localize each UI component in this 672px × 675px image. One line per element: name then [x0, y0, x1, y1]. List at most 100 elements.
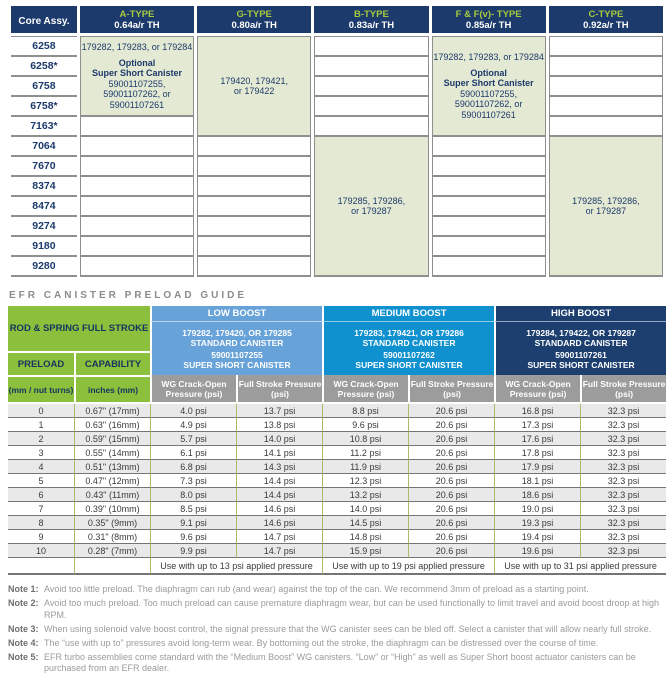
preload-data-row: 4 0.51" (13mm) 6.8 psi 14.3 psi 11.9 psi 20.6… [8, 460, 667, 474]
empty-cell [431, 177, 546, 197]
core-assy-header: Core Assy. [11, 6, 77, 36]
cell-med-fs: 20.6 psi [408, 530, 495, 544]
empty-cell [197, 137, 312, 157]
medium-boost-canister-info: 179283, 179421, OR 179286 STANDARD CANIS… [322, 321, 495, 375]
col-header-g-type: G-TYPE 0.80a/r TH [197, 6, 312, 36]
cell-low-fs: 14.4 psi [236, 488, 323, 502]
ar-label: 0.85a/r TH [465, 19, 512, 31]
note-text: EFR turbo assemblies come standard with … [44, 651, 636, 674]
core-assy-label: 6758 [11, 77, 77, 97]
cell-low-wg: 9.6 psi [150, 530, 237, 544]
core-assy-label: 8374 [11, 177, 77, 197]
cell-high-fs: 32.3 psi [580, 530, 667, 544]
cell-med-fs: 20.6 psi [408, 404, 495, 418]
high-boost-footer: Use with up to 31 psi applied pressure [494, 558, 667, 575]
cell-high-wg: 19.0 psi [494, 502, 581, 516]
core-assy-label: 6258 [11, 36, 77, 57]
note-text: The “use with up to” pressures avoid lon… [44, 637, 599, 648]
empty-cell [79, 157, 195, 177]
empty-cell [197, 217, 312, 237]
preload-header: PRELOAD [8, 351, 74, 375]
type-label: F & F(v)- TYPE [455, 8, 522, 20]
core-assy-label: 9274 [11, 217, 77, 237]
preload-unit-header: (mm / nut turns) [8, 375, 74, 404]
cell-low-fs: 14.7 psi [236, 530, 323, 544]
empty-cell [548, 57, 663, 77]
core-assy-label: 6758* [11, 97, 77, 117]
cell-preload: 0 [8, 404, 74, 418]
medium-boost-header: MEDIUM BOOST [322, 306, 495, 321]
cell-high-wg: 19.6 psi [494, 544, 581, 558]
low-boost-footer: Use with up to 13 psi applied pressure [150, 558, 323, 575]
core-table-header-row: Core Assy. A-TYPE 0.64a/r TH G-TYPE 0.80… [11, 6, 663, 36]
capability-unit-header: inches (mm) [74, 375, 151, 404]
preload-data-row: 7 0.39" (10mm) 8.5 psi 14.6 psi 14.0 psi 20.6… [8, 502, 667, 516]
high-wg-crack-open-header: WG Crack-Open Pressure (psi) [494, 375, 581, 404]
empty-cell [79, 257, 195, 277]
empty-cell [197, 257, 312, 277]
empty-cell [197, 157, 312, 177]
g-type-canister-cell: 179420, 179421, or 179422 [197, 36, 312, 137]
ar-label: 0.64a/r TH [114, 19, 160, 31]
note-label: Note 2: [8, 598, 39, 608]
cell-med-wg: 15.9 psi [322, 544, 409, 558]
core-assy-label: 7670 [11, 157, 77, 177]
cell-med-fs: 20.6 psi [408, 460, 495, 474]
cell-med-wg: 10.8 psi [322, 432, 409, 446]
note-3: Note 3: When using solenoid valve boost … [8, 624, 664, 636]
cell-low-wg: 9.1 psi [150, 516, 237, 530]
empty-cell [548, 97, 663, 117]
cell-high-wg: 18.6 psi [494, 488, 581, 502]
cell-preload: 4 [8, 460, 74, 474]
cell-high-wg: 17.8 psi [494, 446, 581, 460]
empty-cell [74, 558, 151, 575]
empty-cell [8, 558, 74, 575]
core-row-9280: 9280 [11, 257, 663, 277]
cell-capability: 0.39" (10mm) [74, 502, 151, 516]
empty-cell [79, 177, 195, 197]
empty-cell [314, 77, 429, 97]
cell-med-wg: 9.6 psi [322, 418, 409, 432]
col-header-a-type: A-TYPE 0.64a/r TH [79, 6, 195, 36]
medium-boost-footer: Use with up to 19 psi applied pressure [322, 558, 495, 575]
cell-high-fs: 32.3 psi [580, 460, 667, 474]
cell-med-wg: 11.2 psi [322, 446, 409, 460]
empty-cell [197, 177, 312, 197]
cell-capability: 0.28" (7mm) [74, 544, 151, 558]
core-row-8474: 8474 [11, 197, 663, 217]
cell-low-wg: 6.8 psi [150, 460, 237, 474]
low-full-stroke-header: Full Stroke Pressure (psi) [236, 375, 323, 404]
cell-preload: 10 [8, 544, 74, 558]
cell-preload: 3 [8, 446, 74, 460]
cell-high-fs: 32.3 psi [580, 516, 667, 530]
cell-preload: 1 [8, 418, 74, 432]
cell-capability: 0.67" (17mm) [74, 404, 151, 418]
type-label: A-TYPE [119, 8, 155, 20]
cell-low-fs: 14.6 psi [236, 502, 323, 516]
cell-med-fs: 20.6 psi [408, 446, 495, 460]
low-boost-header: LOW BOOST [150, 306, 323, 321]
type-label: C-TYPE [588, 8, 624, 20]
empty-cell [79, 137, 195, 157]
core-assy-label: 7064 [11, 137, 77, 157]
rod-spring-header: ROD & SPRING FULL STROKE [8, 306, 151, 351]
cell-med-wg: 14.5 psi [322, 516, 409, 530]
core-assy-label: 6258* [11, 57, 77, 77]
cell-preload: 7 [8, 502, 74, 516]
cell-low-wg: 7.3 psi [150, 474, 237, 488]
cell-high-wg: 19.4 psi [494, 530, 581, 544]
col-header-c-type: C-TYPE 0.92a/r TH [548, 6, 663, 36]
cell-low-fs: 14.1 psi [236, 446, 323, 460]
cell-med-wg: 14.8 psi [322, 530, 409, 544]
canister-info-row: 179282, 179420, OR 179285 STANDARD CANIS… [8, 321, 667, 375]
cell-high-wg: 17.9 psi [494, 460, 581, 474]
cell-preload: 5 [8, 474, 74, 488]
core-row-9180: 9180 [11, 237, 663, 257]
empty-cell [431, 237, 546, 257]
boost-title-row: ROD & SPRING FULL STROKE LOW BOOST MEDIU… [8, 306, 667, 351]
core-assembly-table: Core Assy. A-TYPE 0.64a/r TH G-TYPE 0.80… [8, 6, 666, 277]
ar-label: 0.80a/r TH [231, 19, 277, 31]
c-type-canister-cell: 179285, 179286, or 179287 [548, 137, 663, 277]
cell-med-wg: 13.2 psi [322, 488, 409, 502]
